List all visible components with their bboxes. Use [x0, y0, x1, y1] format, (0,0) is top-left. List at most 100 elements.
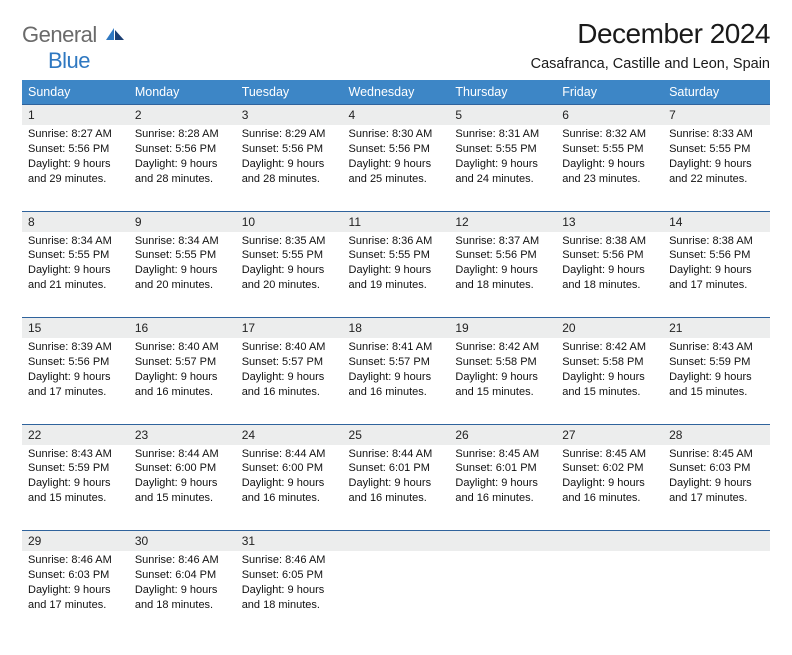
- day-cell: Sunrise: 8:44 AMSunset: 6:00 PMDaylight:…: [129, 445, 236, 531]
- day-cell-content: Sunrise: 8:34 AMSunset: 5:55 PMDaylight:…: [129, 232, 236, 299]
- day-number: 4: [343, 105, 450, 126]
- day-cell: Sunrise: 8:29 AMSunset: 5:56 PMDaylight:…: [236, 125, 343, 211]
- weekday-header: Sunday: [22, 80, 129, 105]
- day-cell: Sunrise: 8:46 AMSunset: 6:03 PMDaylight:…: [22, 551, 129, 637]
- day-cell: Sunrise: 8:36 AMSunset: 5:55 PMDaylight:…: [343, 232, 450, 318]
- day-number: 25: [343, 424, 450, 445]
- day-cell: Sunrise: 8:45 AMSunset: 6:03 PMDaylight:…: [663, 445, 770, 531]
- sunrise-line: Sunrise: 8:44 AM: [135, 447, 230, 462]
- day-cell-content: Sunrise: 8:46 AMSunset: 6:03 PMDaylight:…: [22, 551, 129, 618]
- empty-day-cell: [663, 551, 770, 637]
- daylight-line-1: Daylight: 9 hours: [135, 263, 230, 278]
- day-cell-content: Sunrise: 8:36 AMSunset: 5:55 PMDaylight:…: [343, 232, 450, 299]
- sunset-line: Sunset: 6:04 PM: [135, 568, 230, 583]
- day-number-row: 1234567: [22, 105, 770, 126]
- daylight-line-2: and 16 minutes.: [242, 385, 337, 400]
- day-number: 30: [129, 531, 236, 552]
- sunset-line: Sunset: 5:59 PM: [28, 461, 123, 476]
- empty-day-number: [449, 531, 556, 552]
- daylight-line-2: and 17 minutes.: [669, 491, 764, 506]
- daylight-line-2: and 28 minutes.: [242, 172, 337, 187]
- day-number: 3: [236, 105, 343, 126]
- day-cell: Sunrise: 8:46 AMSunset: 6:04 PMDaylight:…: [129, 551, 236, 637]
- day-cell-content: Sunrise: 8:40 AMSunset: 5:57 PMDaylight:…: [129, 338, 236, 405]
- day-cell: Sunrise: 8:38 AMSunset: 5:56 PMDaylight:…: [556, 232, 663, 318]
- daylight-line-2: and 18 minutes.: [455, 278, 550, 293]
- sunrise-line: Sunrise: 8:30 AM: [349, 127, 444, 142]
- daylight-line-2: and 24 minutes.: [455, 172, 550, 187]
- sunrise-line: Sunrise: 8:43 AM: [28, 447, 123, 462]
- day-cell: Sunrise: 8:35 AMSunset: 5:55 PMDaylight:…: [236, 232, 343, 318]
- weekday-header: Wednesday: [343, 80, 450, 105]
- day-number: 18: [343, 318, 450, 339]
- sail-icon: [104, 29, 126, 46]
- daylight-line-2: and 20 minutes.: [242, 278, 337, 293]
- day-number: 26: [449, 424, 556, 445]
- daylight-line-2: and 22 minutes.: [669, 172, 764, 187]
- daylight-line-2: and 15 minutes.: [28, 491, 123, 506]
- day-number: 20: [556, 318, 663, 339]
- sunrise-line: Sunrise: 8:36 AM: [349, 234, 444, 249]
- day-cell-content: Sunrise: 8:29 AMSunset: 5:56 PMDaylight:…: [236, 125, 343, 192]
- day-cell-content: Sunrise: 8:43 AMSunset: 5:59 PMDaylight:…: [22, 445, 129, 512]
- sunrise-line: Sunrise: 8:31 AM: [455, 127, 550, 142]
- page-container: General Blue December 2024 Casafranca, C…: [0, 0, 792, 655]
- daylight-line-1: Daylight: 9 hours: [349, 157, 444, 172]
- day-number: 13: [556, 211, 663, 232]
- sunset-line: Sunset: 5:56 PM: [28, 355, 123, 370]
- day-cell: Sunrise: 8:43 AMSunset: 5:59 PMDaylight:…: [22, 445, 129, 531]
- daylight-line-2: and 16 minutes.: [562, 491, 657, 506]
- day-cell-content: Sunrise: 8:27 AMSunset: 5:56 PMDaylight:…: [22, 125, 129, 192]
- calendar-table: Sunday Monday Tuesday Wednesday Thursday…: [22, 80, 770, 637]
- sunrise-line: Sunrise: 8:44 AM: [349, 447, 444, 462]
- sunset-line: Sunset: 5:58 PM: [455, 355, 550, 370]
- sunset-line: Sunset: 5:57 PM: [349, 355, 444, 370]
- title-region: December 2024 Casafranca, Castille and L…: [531, 18, 770, 72]
- daylight-line-2: and 16 minutes.: [242, 491, 337, 506]
- day-cell: Sunrise: 8:42 AMSunset: 5:58 PMDaylight:…: [556, 338, 663, 424]
- daylight-line-2: and 19 minutes.: [349, 278, 444, 293]
- day-cell: Sunrise: 8:31 AMSunset: 5:55 PMDaylight:…: [449, 125, 556, 211]
- sunrise-line: Sunrise: 8:28 AM: [135, 127, 230, 142]
- sunrise-line: Sunrise: 8:46 AM: [242, 553, 337, 568]
- day-number-row: 15161718192021: [22, 318, 770, 339]
- sunrise-line: Sunrise: 8:38 AM: [669, 234, 764, 249]
- daylight-line-1: Daylight: 9 hours: [669, 263, 764, 278]
- sunrise-line: Sunrise: 8:42 AM: [455, 340, 550, 355]
- weekday-header: Tuesday: [236, 80, 343, 105]
- sunset-line: Sunset: 5:56 PM: [349, 142, 444, 157]
- day-cell-content: Sunrise: 8:44 AMSunset: 6:01 PMDaylight:…: [343, 445, 450, 512]
- daylight-line-1: Daylight: 9 hours: [135, 476, 230, 491]
- weekday-header: Thursday: [449, 80, 556, 105]
- sunset-line: Sunset: 5:55 PM: [455, 142, 550, 157]
- day-number-row: 891011121314: [22, 211, 770, 232]
- day-cell-content: Sunrise: 8:43 AMSunset: 5:59 PMDaylight:…: [663, 338, 770, 405]
- sunset-line: Sunset: 5:55 PM: [669, 142, 764, 157]
- day-cell: Sunrise: 8:45 AMSunset: 6:01 PMDaylight:…: [449, 445, 556, 531]
- daylight-line-2: and 17 minutes.: [28, 598, 123, 613]
- weekday-header: Friday: [556, 80, 663, 105]
- day-cell-content: Sunrise: 8:40 AMSunset: 5:57 PMDaylight:…: [236, 338, 343, 405]
- daylight-line-1: Daylight: 9 hours: [669, 370, 764, 385]
- day-cell-content: Sunrise: 8:32 AMSunset: 5:55 PMDaylight:…: [556, 125, 663, 192]
- daylight-line-1: Daylight: 9 hours: [669, 157, 764, 172]
- daylight-line-1: Daylight: 9 hours: [455, 476, 550, 491]
- weekday-header-row: Sunday Monday Tuesday Wednesday Thursday…: [22, 80, 770, 105]
- day-cell: Sunrise: 8:38 AMSunset: 5:56 PMDaylight:…: [663, 232, 770, 318]
- daylight-line-1: Daylight: 9 hours: [28, 370, 123, 385]
- day-cell-content: Sunrise: 8:45 AMSunset: 6:01 PMDaylight:…: [449, 445, 556, 512]
- daylight-line-1: Daylight: 9 hours: [135, 157, 230, 172]
- sunrise-line: Sunrise: 8:29 AM: [242, 127, 337, 142]
- day-cell: Sunrise: 8:28 AMSunset: 5:56 PMDaylight:…: [129, 125, 236, 211]
- day-number: 27: [556, 424, 663, 445]
- sunset-line: Sunset: 6:00 PM: [135, 461, 230, 476]
- daylight-line-2: and 17 minutes.: [28, 385, 123, 400]
- day-cell-content: Sunrise: 8:34 AMSunset: 5:55 PMDaylight:…: [22, 232, 129, 299]
- brand-text: General Blue: [22, 22, 126, 74]
- brand-blue: Blue: [48, 48, 90, 73]
- calendar-body: 1234567Sunrise: 8:27 AMSunset: 5:56 PMDa…: [22, 105, 770, 638]
- sunrise-line: Sunrise: 8:35 AM: [242, 234, 337, 249]
- day-cell-content: Sunrise: 8:39 AMSunset: 5:56 PMDaylight:…: [22, 338, 129, 405]
- day-cell-content: Sunrise: 8:42 AMSunset: 5:58 PMDaylight:…: [556, 338, 663, 405]
- sunrise-line: Sunrise: 8:40 AM: [135, 340, 230, 355]
